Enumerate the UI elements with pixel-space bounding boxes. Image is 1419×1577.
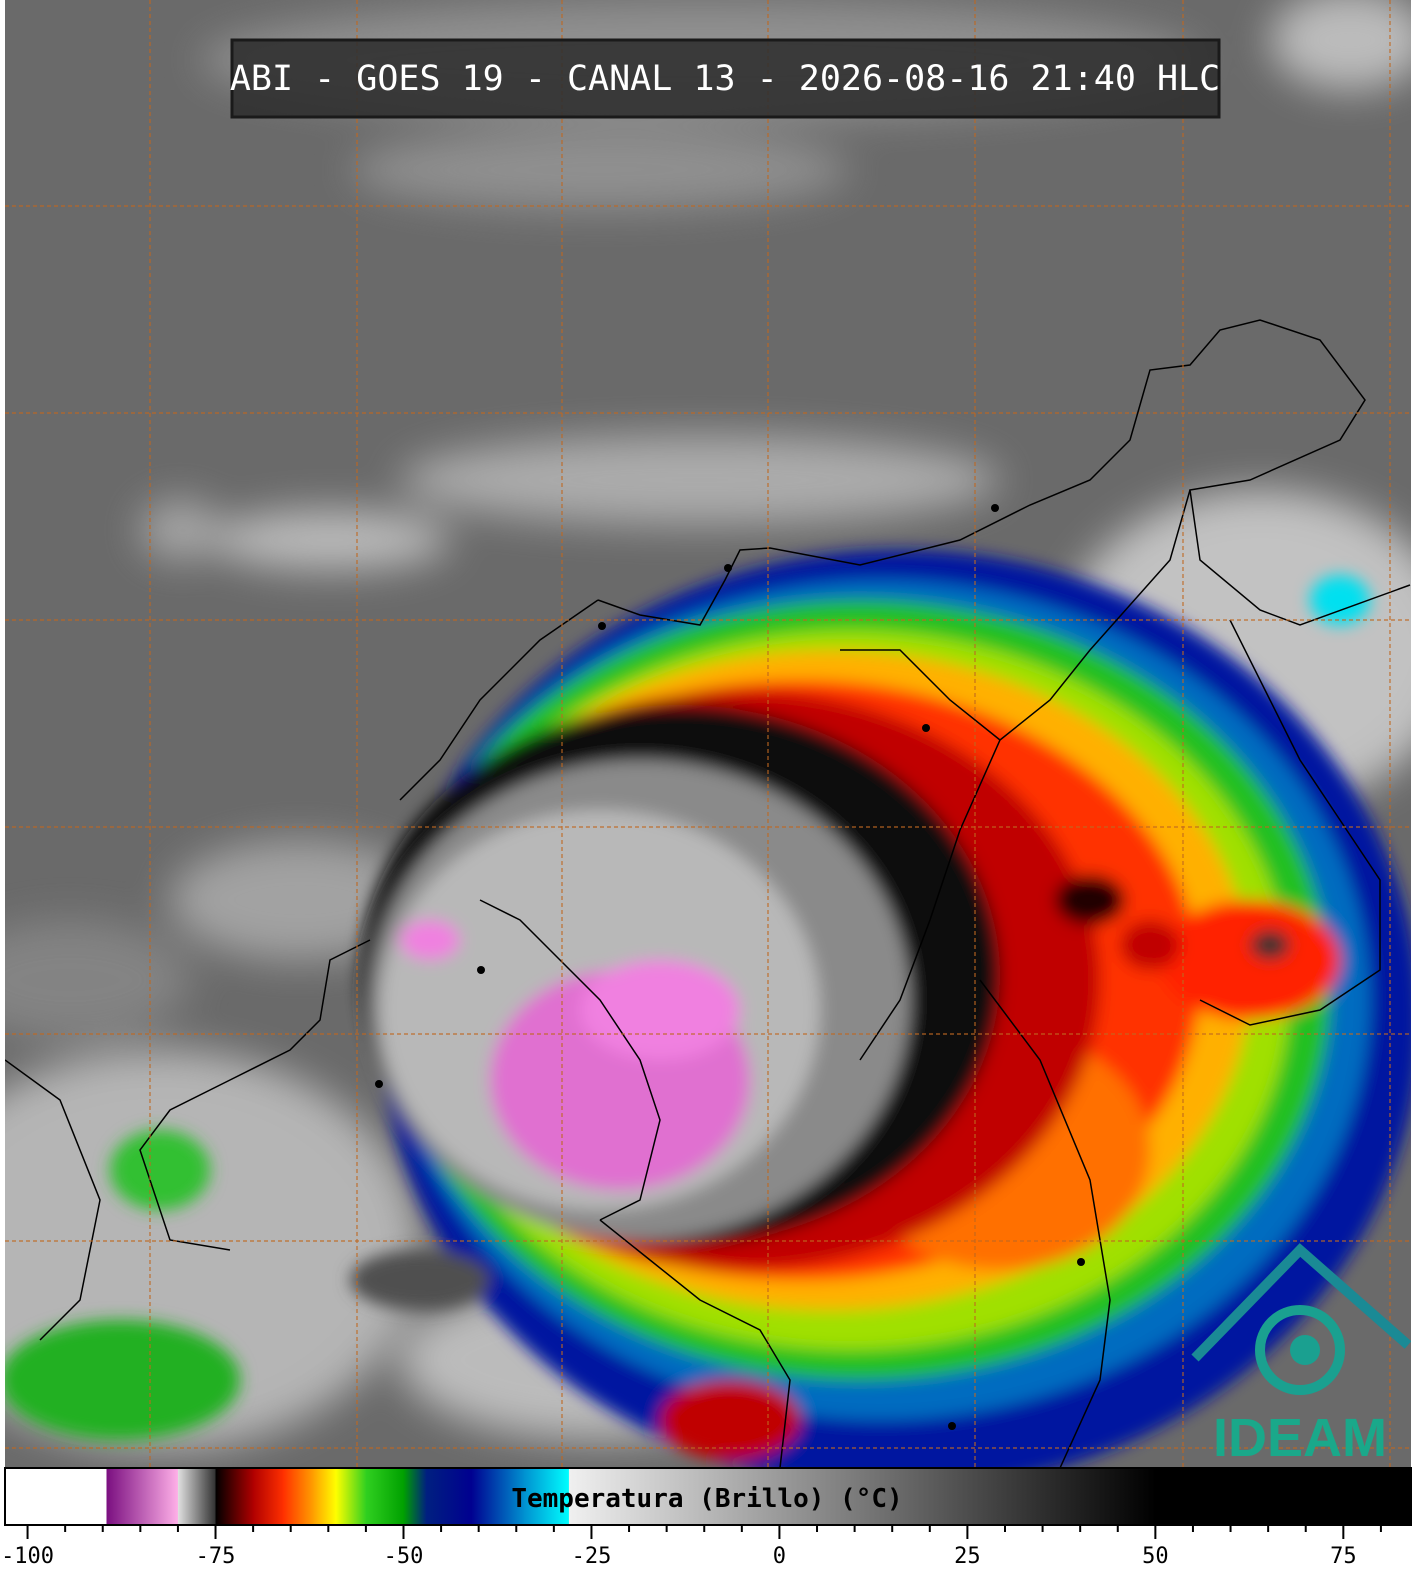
title-box [230,38,1221,119]
x-tick-label: 75 [1330,1544,1357,1569]
x-tick-label: -50 [384,1544,424,1569]
colorbar-segment [523,1468,570,1525]
x-tick-label: 50 [1142,1544,1169,1569]
colorbar-frame [4,1467,1412,1526]
city-markers [375,504,1085,1430]
colorbar-segment [403,1468,427,1525]
colorbar-segment [313,1468,337,1525]
colorbar-segment [365,1468,404,1525]
colorbar [5,1468,1412,1525]
colorbar-label: Temperatura (Brillo) (°C) [511,1484,902,1514]
satellite-image: IDEAM [5,0,1411,1468]
title: ABI - GOES 19 - CANAL 13 - 2026-08-16 21… [230,59,1220,99]
colorbar-segment [283,1468,314,1525]
x-tick-label: -25 [572,1544,612,1569]
logo-text: IDEAM [1213,1408,1387,1468]
colorbar-segment [1155,1468,1412,1525]
colorbar-segment [335,1468,367,1525]
logo: IDEAM [1191,1243,1411,1468]
colorbar-segment [106,1468,179,1525]
x-tick-label: 25 [954,1544,981,1569]
graticule [5,0,1411,1468]
colorbar-segment [426,1468,472,1525]
colorbar-segment [568,1468,1156,1525]
coastline [5,319,1411,1468]
colorbar-segment [177,1468,217,1525]
x-tick-label: 0 [773,1544,786,1569]
colorbar-segment [253,1468,284,1525]
colorbar-segment [471,1468,525,1525]
x-tick-label: -100 [1,1544,54,1569]
x-tick-label: -75 [196,1544,236,1569]
colorbar-segment [215,1468,254,1525]
colorbar-segment [5,1468,108,1525]
